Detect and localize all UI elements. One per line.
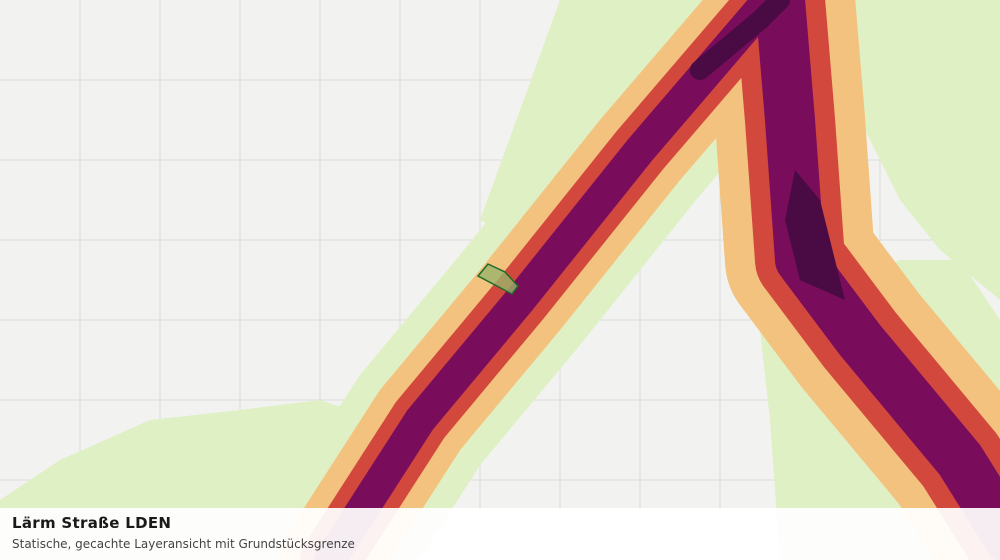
zone-darkest bbox=[690, 0, 790, 80]
zone-darkest bbox=[785, 170, 845, 300]
zone-purple bbox=[755, 0, 1000, 560]
layer-subtitle: Statische, gecachte Layeransicht mit Gru… bbox=[12, 537, 355, 551]
layer-title: Lärm Straße LDEN bbox=[12, 514, 172, 532]
zone-purple bbox=[314, 0, 776, 560]
parcel-boundary bbox=[476, 263, 519, 295]
caption-bar: Lärm Straße LDEN Statische, gecachte Lay… bbox=[0, 508, 1000, 560]
